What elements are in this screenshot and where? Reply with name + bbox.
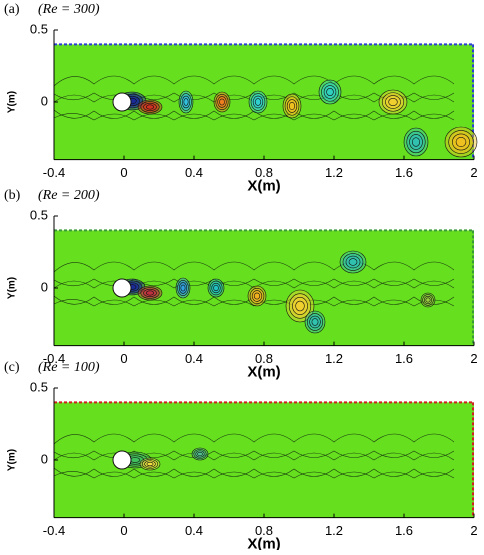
- y-tick-label: 0.5: [30, 207, 48, 222]
- x-axis-title: X(m): [247, 536, 280, 550]
- vortex: [213, 284, 219, 292]
- x-tick-label: 1.6: [395, 523, 413, 538]
- y-axis-title: Y(m): [7, 277, 18, 299]
- x-tick-label: -0.4: [43, 523, 65, 538]
- vortex: [145, 104, 155, 110]
- vortex: [253, 292, 261, 300]
- vortex: [183, 98, 189, 106]
- vortex: [455, 137, 467, 147]
- cylinder: [112, 278, 132, 298]
- panel-label: (b): [4, 188, 21, 203]
- vortex: [219, 98, 225, 106]
- panel-title: (Re = 100): [38, 360, 100, 375]
- contour-line: [53, 75, 455, 87]
- contour-line: [53, 467, 455, 477]
- contour-line: [53, 109, 455, 119]
- vortex: [388, 97, 398, 107]
- cylinder: [112, 450, 132, 470]
- contour-line: [53, 299, 455, 307]
- x-tick-label: 0: [120, 165, 127, 180]
- cylinder: [112, 92, 132, 112]
- x-tick-label: 0.8: [255, 523, 273, 538]
- x-tick-label: -0.4: [43, 351, 65, 366]
- vortex: [326, 87, 334, 97]
- vortex: [146, 461, 154, 467]
- x-tick-label: 1.2: [325, 351, 343, 366]
- panel-label: (a): [4, 2, 20, 17]
- x-tick-label: 0.8: [255, 351, 273, 366]
- panel: -0.4 0 0.4 0.8 1.2 1.6 2 0 0.5 X(m) Y(m) (c) (Re = 1…: [4, 360, 478, 552]
- x-tick-label: 2: [470, 165, 477, 180]
- vortex: [145, 290, 155, 296]
- vortex: [254, 98, 262, 106]
- vortex: [311, 318, 319, 326]
- x-tick-label: 1.2: [325, 523, 343, 538]
- x-tick-label: 0: [120, 523, 127, 538]
- vortex: [197, 451, 203, 457]
- y-axis-title: Y(m): [7, 91, 18, 113]
- y-tick-label: 0: [41, 279, 48, 294]
- x-tick-label: 0.4: [185, 523, 203, 538]
- vortex: [129, 457, 141, 463]
- x-tick-label: 0.8: [255, 165, 273, 180]
- y-tick-label: 0: [41, 93, 48, 108]
- x-tick-label: 2: [470, 523, 477, 538]
- panel-title: (Re = 200): [38, 188, 100, 203]
- y-tick-label: 0.5: [30, 379, 48, 394]
- x-tick-label: 1.2: [325, 165, 343, 180]
- contour-line: [53, 433, 455, 445]
- vortex: [348, 258, 358, 266]
- x-tick-label: 0: [120, 351, 127, 366]
- x-axis-title: X(m): [247, 178, 280, 195]
- panel-title: (Re = 300): [38, 2, 100, 17]
- x-tick-label: 0.4: [185, 351, 203, 366]
- panel-label: (c): [4, 360, 20, 375]
- vortex: [295, 300, 305, 312]
- vortex: [411, 137, 421, 147]
- panel: -0.4 0 0.4 0.8 1.2 1.6 2 0 0.5 X(m) Y(m) (a) (Re = 3…: [4, 2, 478, 194]
- x-tick-label: 1.6: [395, 351, 413, 366]
- x-tick-label: 2: [470, 351, 477, 366]
- contour-line: [53, 113, 455, 121]
- vortex: [288, 101, 296, 111]
- y-tick-label: 0.5: [30, 21, 48, 36]
- vortex: [425, 297, 431, 303]
- panel: -0.4 0 0.4 0.8 1.2 1.6 2 0 0.5 X(m) Y(m) (b) (Re = 2…: [4, 188, 478, 380]
- y-axis-title: Y(m): [7, 449, 18, 471]
- vortex: [180, 284, 186, 292]
- contour-line: [53, 471, 455, 479]
- y-tick-label: 0: [41, 451, 48, 466]
- x-axis-title: X(m): [247, 364, 280, 381]
- x-tick-label: 1.6: [395, 165, 413, 180]
- contour-line: [53, 261, 455, 273]
- x-tick-label: 0.4: [185, 165, 203, 180]
- x-tick-label: -0.4: [43, 165, 65, 180]
